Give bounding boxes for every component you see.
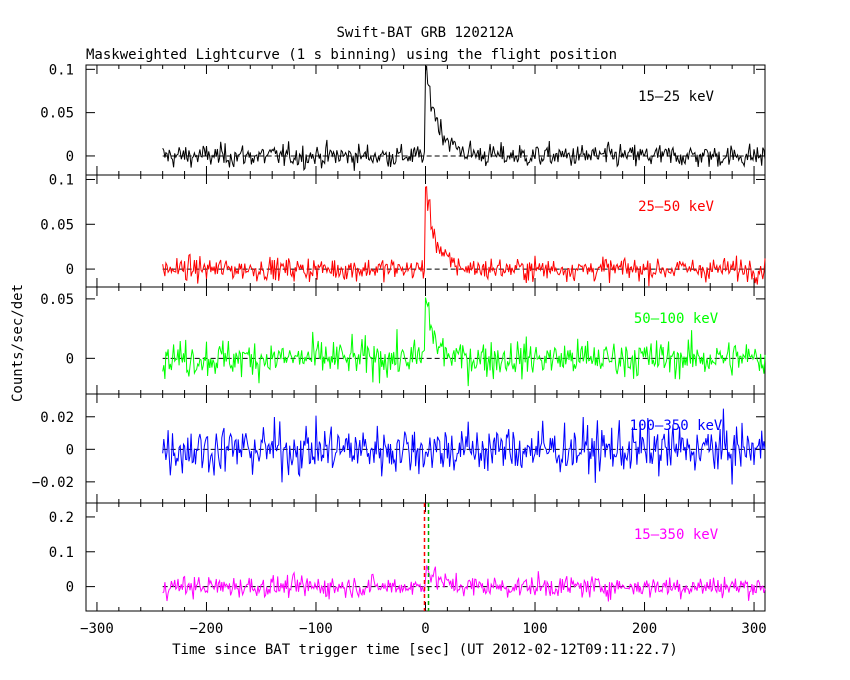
panels-group: 0.1 0.05 0 15–25 keV 0.1 0.05 0 25–50 keV 0.05 0 5… bbox=[32, 62, 767, 637]
y-tick-label: 0 bbox=[66, 580, 74, 596]
y-tick-label: 0.1 bbox=[49, 545, 74, 561]
x-tick-label: 100 bbox=[522, 621, 547, 637]
y-tick-label: 0.02 bbox=[40, 410, 74, 426]
lightcurve-line bbox=[162, 565, 766, 602]
y-tick-label: 0.05 bbox=[40, 106, 74, 122]
y-tick-label: 0.1 bbox=[49, 172, 74, 188]
band-label: 25–50 keV bbox=[638, 199, 714, 215]
x-tick-label: 200 bbox=[632, 621, 657, 637]
chart-subtitle: Maskweighted Lightcurve (1 s binning) us… bbox=[86, 47, 617, 63]
y-tick-label: 0.1 bbox=[49, 62, 74, 78]
band-label: 15–350 keV bbox=[634, 527, 719, 543]
x-tick-label: −200 bbox=[190, 621, 224, 637]
y-tick-label: 0 bbox=[66, 149, 74, 165]
x-tick-label: −300 bbox=[80, 621, 114, 637]
lightcurve-line bbox=[162, 297, 766, 387]
y-tick-label: 0.05 bbox=[40, 292, 74, 308]
x-axis-label: Time since BAT trigger time [sec] (UT 20… bbox=[172, 642, 678, 658]
panel-frame bbox=[85, 502, 766, 612]
chart-title: Swift-BAT GRB 120212A bbox=[336, 25, 514, 41]
y-tick-label: 0 bbox=[66, 442, 74, 458]
x-tick-label: 0 bbox=[421, 621, 429, 637]
y-tick-label: 0.2 bbox=[49, 510, 74, 526]
y-tick-label: 0 bbox=[66, 351, 74, 367]
band-label: 50–100 keV bbox=[634, 311, 719, 327]
band-label: 15–25 keV bbox=[638, 89, 714, 105]
x-tick-label: −100 bbox=[299, 621, 333, 637]
y-axis-label: Counts/sec/det bbox=[10, 284, 26, 402]
lightcurve-line bbox=[162, 186, 766, 287]
y-tick-label: −0.02 bbox=[32, 475, 74, 491]
y-tick-label: 0.05 bbox=[40, 217, 74, 233]
x-tick-label: 300 bbox=[741, 621, 766, 637]
y-tick-label: 0 bbox=[66, 262, 74, 278]
band-label: 100–350 keV bbox=[630, 418, 723, 434]
lightcurve-line bbox=[162, 65, 766, 172]
lightcurve-line bbox=[162, 408, 766, 485]
